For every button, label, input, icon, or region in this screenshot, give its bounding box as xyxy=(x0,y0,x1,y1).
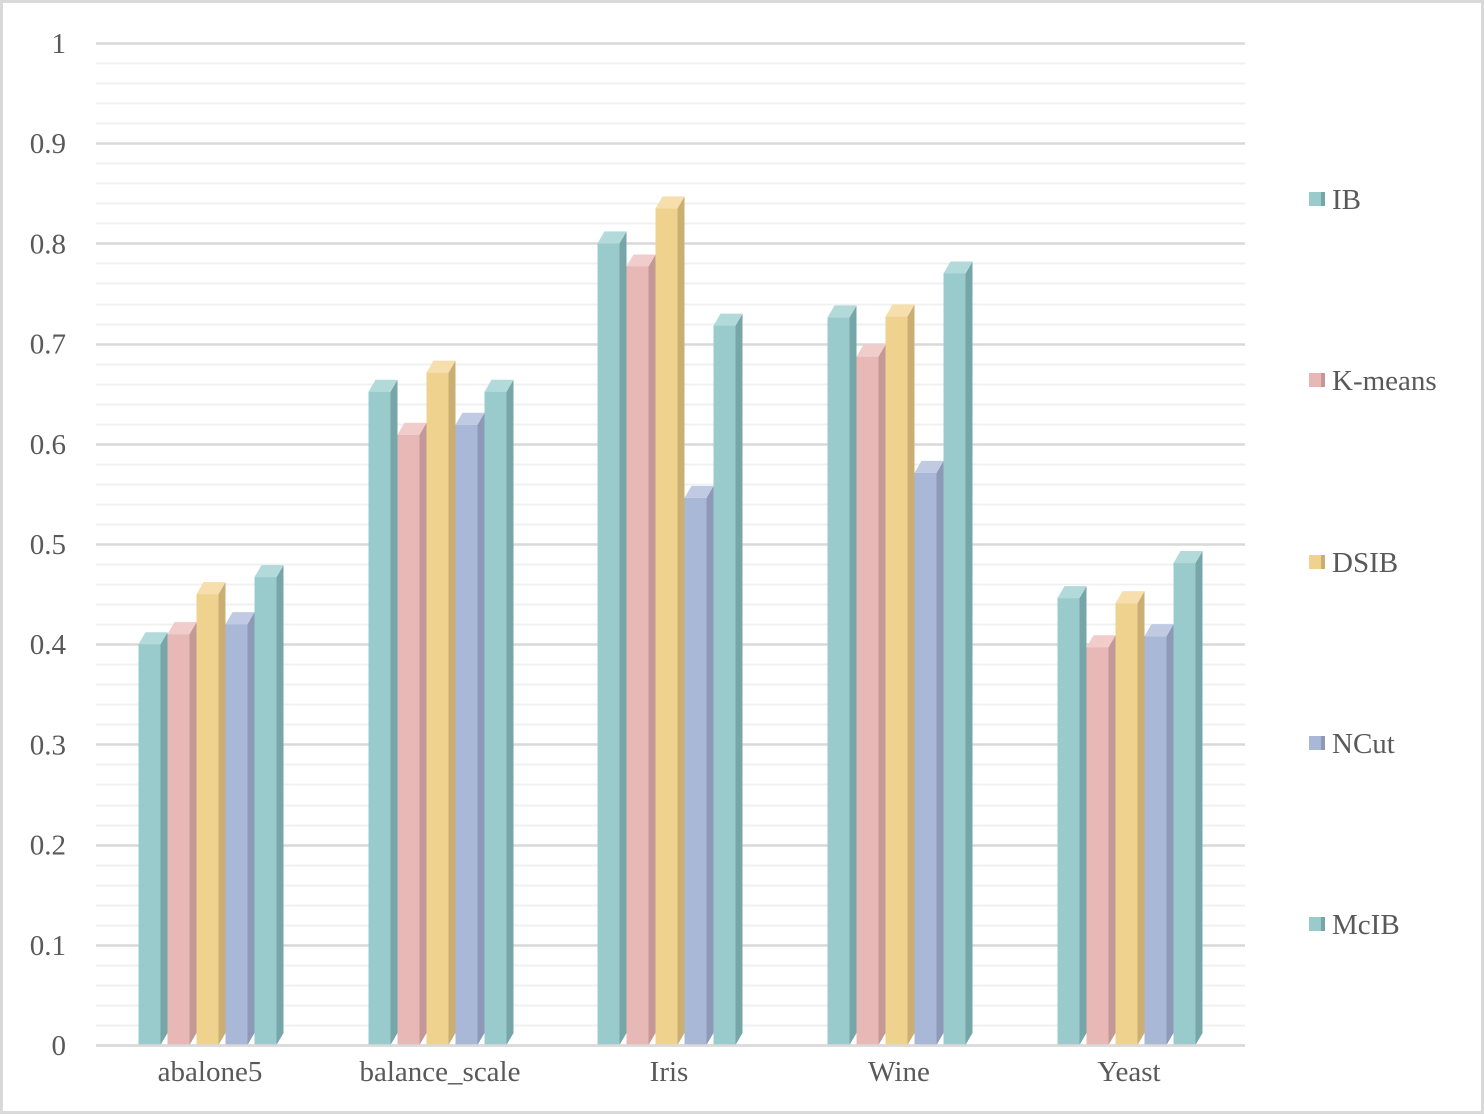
legend-item-ncut: NCut xyxy=(1309,728,1395,760)
x-category-label: balance_scale xyxy=(359,1056,520,1088)
x-category-label: abalone5 xyxy=(158,1056,263,1088)
x-axis: abalone5 balance_scale Iris Wine Yeast xyxy=(96,1044,1245,1088)
bar-k-means xyxy=(167,622,197,1045)
bar-mcib xyxy=(713,313,743,1046)
y-tick-label: 0.4 xyxy=(30,629,67,661)
bar-ib xyxy=(597,231,627,1045)
bar-group-iris xyxy=(597,196,743,1046)
legend-swatch-icon xyxy=(1309,192,1321,206)
x-category-label: Iris xyxy=(650,1056,689,1088)
bar-mcib xyxy=(1173,551,1203,1045)
y-tick-label: 0.7 xyxy=(30,329,66,361)
y-tick-label: 0.3 xyxy=(30,729,66,761)
y-axis: 0 0.1 0.2 0.3 0.4 0.5 0.6 0.7 0.8 0.9 1 xyxy=(30,28,67,1062)
legend-item-dsib: DSIB xyxy=(1309,547,1398,579)
bar-k-means xyxy=(397,422,427,1046)
legend-label: NCut xyxy=(1332,728,1395,760)
x-category-label: Wine xyxy=(868,1056,930,1088)
bar-group-balance-scale xyxy=(368,360,514,1046)
legend: IB K-means DSIB NCut McIB xyxy=(1309,184,1437,941)
legend-item-k-means: K-means xyxy=(1309,365,1437,397)
bar-group-wine xyxy=(827,261,973,1046)
bar-k-means xyxy=(1086,635,1116,1045)
bar-mcib xyxy=(254,565,284,1045)
bar-dsib xyxy=(196,582,226,1045)
legend-item-mcib: McIB xyxy=(1309,909,1400,941)
bar-dsib xyxy=(1115,591,1145,1045)
y-tick-label: 0.5 xyxy=(30,529,66,561)
y-tick-label: 1 xyxy=(52,28,67,60)
bar-mcib xyxy=(484,379,514,1045)
bar-mcib xyxy=(943,261,973,1046)
y-tick-label: 0.2 xyxy=(30,830,66,862)
y-tick-label: 0.1 xyxy=(30,930,66,962)
legend-label: IB xyxy=(1332,184,1361,216)
bar-dsib xyxy=(885,304,915,1045)
legend-label: McIB xyxy=(1332,909,1400,941)
bars xyxy=(138,196,1203,1046)
bar-ncut xyxy=(914,460,944,1045)
legend-label: K-means xyxy=(1332,365,1437,397)
legend-swatch-icon xyxy=(1309,917,1321,931)
legend-item-ib: IB xyxy=(1309,184,1361,216)
bar-group-yeast xyxy=(1057,551,1203,1045)
bar-ncut xyxy=(1144,624,1174,1045)
bar-ib xyxy=(1057,586,1087,1045)
bar-k-means xyxy=(856,344,886,1046)
y-tick-label: 0.6 xyxy=(30,429,66,461)
y-tick-label: 0.9 xyxy=(30,128,66,160)
x-category-label: Yeast xyxy=(1097,1056,1160,1088)
y-tick-label: 0 xyxy=(52,1030,67,1062)
bar-k-means xyxy=(626,254,656,1046)
bar-ncut xyxy=(225,612,255,1045)
bar-dsib xyxy=(426,360,456,1046)
bar-ncut xyxy=(684,485,714,1046)
bar-group-abalone5 xyxy=(138,565,284,1045)
bar-ncut xyxy=(455,412,485,1046)
bar-ib xyxy=(138,632,168,1045)
y-tick-label: 0.8 xyxy=(30,228,66,260)
legend-label: DSIB xyxy=(1332,547,1398,579)
bar-ib xyxy=(827,305,857,1046)
legend-swatch-icon xyxy=(1309,555,1321,569)
bar-ib xyxy=(368,379,398,1045)
bar-dsib xyxy=(655,196,685,1045)
legend-swatch-icon xyxy=(1309,736,1321,750)
legend-swatch-icon xyxy=(1309,373,1321,387)
